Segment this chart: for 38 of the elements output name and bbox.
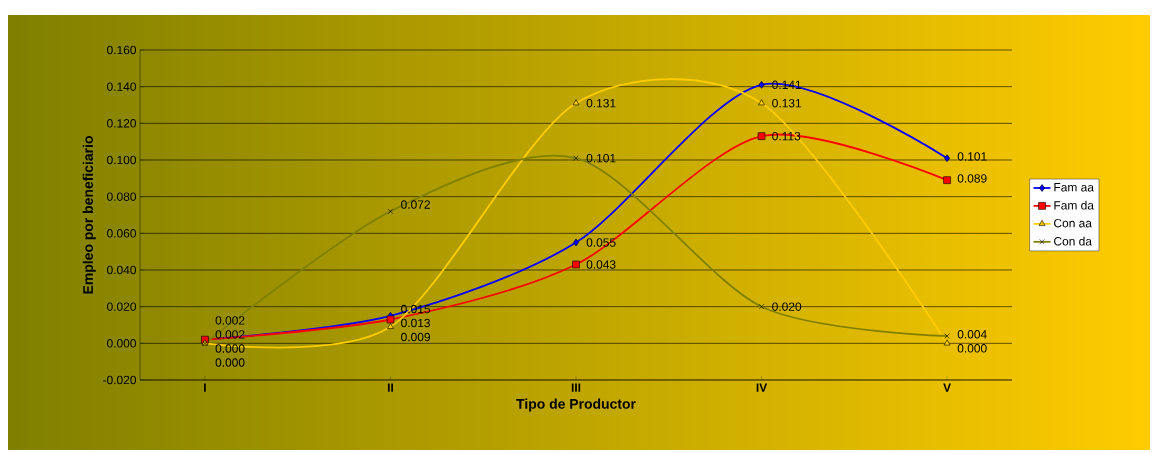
data-label: 0.002 [215, 330, 245, 339]
x-tick-label: I [204, 383, 206, 392]
data-label: 0.000 [215, 344, 245, 353]
data-label: 0.141 [772, 80, 802, 90]
legend-label: Con da [1054, 236, 1092, 246]
y-tick-label: 0.160 [107, 45, 137, 55]
y-tick-label: 0.060 [107, 229, 137, 238]
data-label: 0.020 [772, 302, 802, 311]
x-tick-label: III [571, 383, 581, 392]
data-label: 0.072 [401, 200, 430, 209]
x-tick-label: IV [756, 383, 768, 392]
legend-label: Fam da [1054, 200, 1094, 210]
y-tick-label: 0.120 [107, 119, 137, 128]
data-label: 0.101 [586, 153, 616, 163]
y-tick-label: 0.080 [107, 192, 137, 201]
data-label: 0.043 [586, 260, 616, 269]
data-label: 0.000 [957, 344, 987, 353]
y-tick-label: 0.140 [107, 82, 137, 91]
data-label: 0.002 [215, 316, 245, 325]
y-axis-title: Empleo por beneficiario [82, 136, 96, 294]
x-tick-label: V [943, 383, 951, 392]
y-tick-label: 0.040 [107, 265, 137, 275]
data-label: 0.131 [586, 98, 616, 108]
data-label: 0.009 [401, 332, 430, 342]
x-axis-title: Tipo de Productor [516, 398, 636, 412]
data-label: 0.101 [957, 152, 987, 161]
y-tick-label: 0.000 [107, 339, 137, 348]
legend-label: Con aa [1054, 218, 1092, 228]
x-tick-label: II [387, 383, 393, 392]
data-label: 0.013 [401, 318, 431, 328]
data-label: 0.131 [772, 98, 802, 108]
data-label: 0.089 [957, 174, 987, 183]
y-tick-label: 0.100 [107, 155, 137, 165]
y-tick-label: -0.020 [103, 375, 137, 385]
data-label: 0.000 [215, 358, 245, 367]
data-label: 0.004 [957, 330, 987, 339]
legend-label: Fam aa [1054, 183, 1094, 192]
y-tick-label: 0.020 [107, 302, 137, 311]
